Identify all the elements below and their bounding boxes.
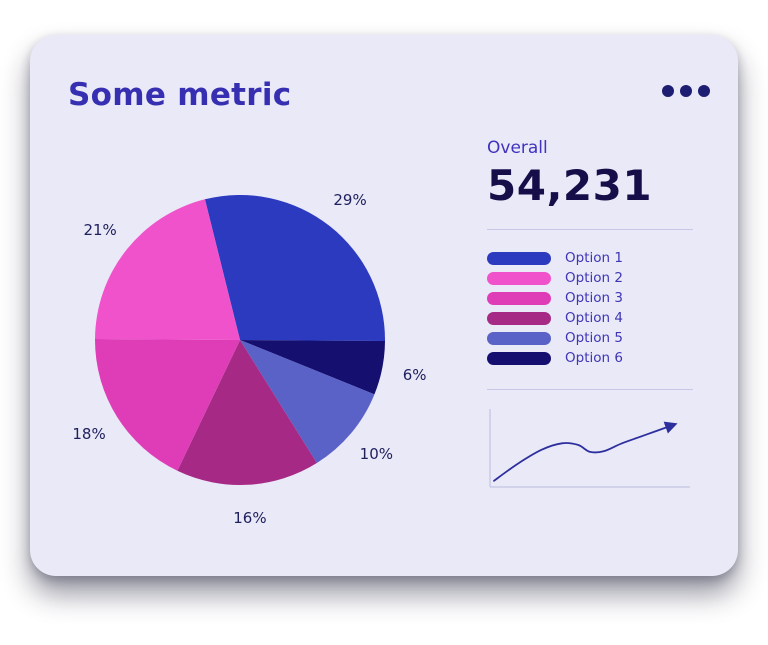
legend-swatch [487,352,551,365]
pie-label: 21% [83,220,117,239]
legend-label: Option 1 [565,250,623,266]
legend-swatch [487,252,551,265]
legend-item: Option 6 [487,350,693,366]
pie-label: 6% [402,365,427,384]
legend-swatch [487,332,551,345]
ellipsis-icon [698,85,710,97]
divider [487,229,693,230]
divider [487,389,693,390]
overall-label: Overall [487,138,548,158]
pie-slice-option-1 [204,195,386,342]
legend-label: Option 3 [565,290,623,306]
menu-button[interactable] [662,85,710,97]
legend-label: Option 5 [565,330,623,346]
pie-slice-option-2 [95,199,240,340]
pie-slice-option-3 [94,338,241,471]
sparkline-path [493,421,678,482]
sparkline-svg [489,409,690,488]
ellipsis-icon [662,85,674,97]
legend-label: Option 2 [565,270,623,286]
legend-swatch [487,272,551,285]
pie-label: 10% [359,445,394,464]
pie-slice-option-4 [177,340,317,486]
pie-slice-option-5 [240,340,375,463]
metric-card: Some metric 29% 6% 10% 16% 18% 21% Overall 54… [30,35,738,576]
pie-chart-svg [94,195,386,486]
pie-slice-option-6 [240,340,385,395]
legend-item: Option 1 [487,250,693,266]
ellipsis-icon [680,85,692,97]
legend-label: Option 4 [565,310,623,326]
trend-sparkline [487,408,693,490]
pie-label: 18% [72,425,106,444]
overall-value: 54,231 [487,161,653,210]
legend-item: Option 3 [487,290,693,306]
pie-label: 29% [333,191,367,210]
card-title: Some metric [68,77,292,113]
legend-item: Option 2 [487,270,693,286]
legend-item: Option 4 [487,310,693,326]
legend-swatch [487,312,551,325]
pie-chart: 29% 6% 10% 16% 18% 21% [60,175,440,540]
pie-label: 16% [233,508,267,527]
legend: Option 1 Option 2 Option 3 Option 4 Option 5… [487,250,693,366]
legend-label: Option 6 [565,350,623,366]
legend-item: Option 5 [487,330,693,346]
legend-swatch [487,292,551,305]
